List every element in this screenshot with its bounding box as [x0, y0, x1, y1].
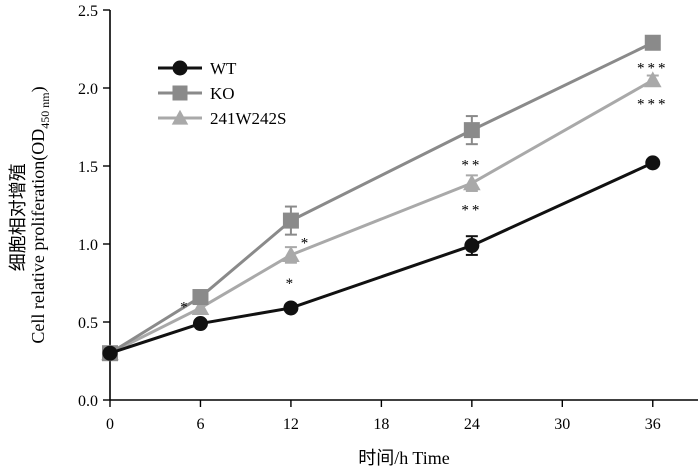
significance-marker: ***: [637, 61, 669, 77]
y-axis-title-en: Cell relative proliferation(OD: [28, 129, 49, 344]
legend-label-wt: WT: [210, 59, 237, 78]
y-axis-title-close: ): [28, 86, 49, 92]
x-tick-label: 18: [373, 416, 389, 433]
significance-marker: **: [461, 203, 482, 219]
data-point-ko: [192, 289, 209, 306]
significance-marker: *: [286, 276, 297, 292]
legend-marker-ko: [172, 85, 188, 101]
series-line-wt: [109, 161, 654, 355]
series-wt: [102, 155, 661, 361]
data-point-wt: [102, 345, 118, 361]
x-tick-label: 30: [554, 416, 570, 433]
x-tick-label: 6: [196, 416, 204, 433]
significance-marker: **: [461, 157, 482, 173]
series-line-ko: [109, 41, 654, 355]
axes: [109, 10, 698, 401]
x-axis-title: 时间/h Time: [358, 448, 450, 468]
legend-marker-241w242s: [171, 109, 189, 125]
series-241w242s: [101, 71, 662, 361]
y-tick-label: 2.0: [78, 81, 98, 98]
data-point-241w242s: [463, 174, 481, 191]
data-point-241w242s: [282, 246, 300, 262]
data-point-ko: [282, 212, 299, 229]
significance-marker: *: [180, 299, 191, 315]
y-axis-title-subscript: 450 nm: [38, 92, 52, 129]
series-line-241w242s: [109, 78, 654, 355]
data-point-wt: [464, 238, 480, 254]
data-point-ko: [463, 122, 480, 139]
data-point-wt: [645, 155, 661, 171]
y-axis-title: 细胞相对增殖 Cell relative proliferation(OD450…: [7, 86, 52, 343]
significance-marker: ***: [637, 96, 669, 112]
legend-marker-wt: [172, 60, 188, 76]
data-point-wt: [192, 316, 208, 332]
legend-label-ko: KO: [210, 84, 235, 103]
data-point-241w242s: [191, 299, 210, 315]
data-point-wt: [283, 300, 299, 316]
x-tick-label: 12: [283, 416, 299, 433]
y-axis-title-cn: 细胞相对增殖: [7, 163, 28, 271]
y-tick-label: 2.5: [78, 3, 98, 20]
series-ko: [102, 34, 661, 362]
x-tick-label: 36: [645, 416, 661, 433]
data-point-ko: [644, 34, 661, 51]
annotations: *************: [180, 61, 669, 316]
x-tick-label: 0: [106, 416, 114, 433]
ticks: 0 6 12 18 24 30 36 0.0 0.5 1.0 1.5 2.0 2.5: [78, 3, 661, 433]
legend-label-241w242s: 241W242S: [210, 109, 287, 128]
y-tick-label: 1.0: [78, 237, 98, 254]
y-tick-label: 0.5: [78, 315, 98, 332]
data-point-241w242s: [643, 71, 662, 88]
y-tick-label: 0.0: [78, 393, 98, 410]
legend: WT KO 241W242S: [158, 59, 287, 128]
significance-marker: *: [301, 235, 312, 251]
series-layer: [101, 34, 662, 362]
y-tick-label: 1.5: [78, 159, 98, 176]
x-tick-label: 24: [464, 416, 480, 433]
